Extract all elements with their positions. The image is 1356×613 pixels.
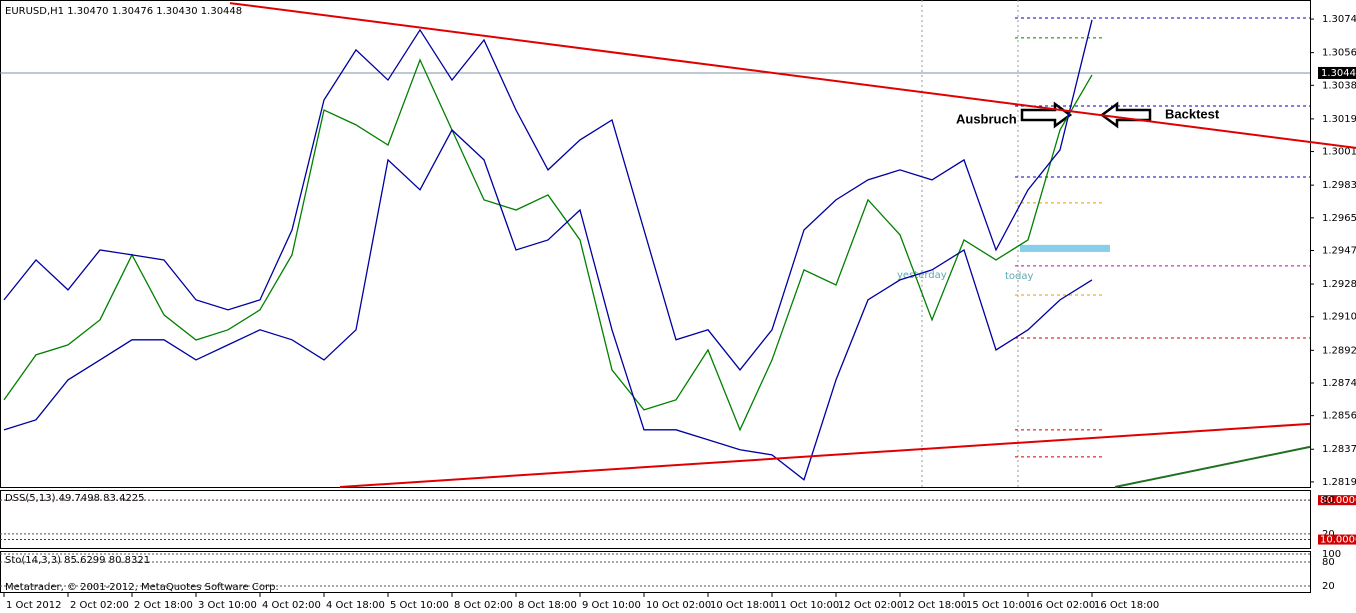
- x-tick-label: 9 Oct 10:00: [582, 600, 641, 611]
- indicator-tick-label: 80: [1322, 557, 1335, 568]
- indicator-tick-label: 20: [1322, 581, 1335, 592]
- x-tick-label: 16 Oct 02:00: [1030, 600, 1095, 611]
- y-tick-label: 1.29650: [1322, 213, 1356, 224]
- x-tick-label: 2 Oct 18:00: [134, 600, 193, 611]
- x-tick-label: 12 Oct 18:00: [902, 600, 967, 611]
- x-tick-label: 8 Oct 18:00: [518, 600, 577, 611]
- y-tick-label: 1.29285: [1322, 279, 1356, 290]
- annotation: Ausbruch: [956, 111, 1017, 126]
- series-line: [3, 128, 1093, 481]
- indicator-label: Sto(14,3,3) 85.6299 80.8321: [5, 555, 150, 566]
- y-tick-label: 1.29830: [1322, 180, 1356, 191]
- series-line: [3, 58, 1093, 432]
- indicator-tick-label: 100: [1322, 549, 1341, 560]
- last-price-box: [1318, 66, 1356, 79]
- y-tick-label: 1.28375: [1322, 444, 1356, 455]
- indicator-label-box: [1318, 534, 1356, 545]
- x-tick-label: 10 Oct 02:00: [646, 600, 711, 611]
- x-tick-label: 4 Oct 18:00: [326, 600, 385, 611]
- zone: [1020, 244, 1110, 252]
- annotation: today: [1005, 271, 1034, 282]
- indicator-tick-label: 20: [1322, 529, 1335, 540]
- x-tick-label: 16 Oct 18:00: [1094, 600, 1159, 611]
- indicator-label: DSS(5,13) 49.7498 83.4225: [5, 493, 145, 504]
- main-pane: [0, 0, 1311, 488]
- y-tick-label: 1.30015: [1322, 147, 1356, 158]
- indicator-tick-label: 80.0000: [1320, 495, 1356, 506]
- y-tick-label: 1.28920: [1322, 345, 1356, 356]
- y-tick-label: 1.28740: [1322, 378, 1356, 389]
- trendline: [229, 2, 1356, 149]
- y-tick-label: 1.30560: [1322, 48, 1356, 59]
- x-tick-label: 12 Oct 02:00: [838, 600, 903, 611]
- x-tick-label: 15 Oct 10:00: [966, 600, 1031, 611]
- chart-title: EURUSD,H1 1.30470 1.30476 1.30430 1.3044…: [5, 6, 242, 17]
- y-tick-label: 1.30745: [1322, 14, 1356, 25]
- trendline: [1114, 445, 1311, 488]
- annotation: yesterday: [897, 270, 947, 281]
- indicator-label-box: [1318, 495, 1356, 506]
- last-price-label: 1.30448: [1321, 68, 1356, 79]
- y-tick-label: 1.29470: [1322, 245, 1356, 256]
- y-tick-label: 1.28195: [1322, 477, 1356, 488]
- x-tick-label: 5 Oct 10:00: [390, 600, 449, 611]
- y-tick-label: 1.30380: [1322, 80, 1356, 91]
- x-tick-label: 8 Oct 02:00: [454, 600, 513, 611]
- annotation: Backtest: [1165, 106, 1220, 121]
- y-tick-label: 1.28560: [1322, 411, 1356, 422]
- y-tick-label: 1.29105: [1322, 312, 1356, 323]
- indicator-tick-label: 80: [1322, 495, 1335, 506]
- x-tick-label: 2 Oct 02:00: [70, 600, 129, 611]
- x-tick-label: 11 Oct 10:00: [774, 600, 839, 611]
- copyright: Metatrader, © 2001-2012, MetaQuotes Soft…: [5, 582, 279, 593]
- x-tick-label: 4 Oct 02:00: [262, 600, 321, 611]
- x-tick-label: 3 Oct 10:00: [198, 600, 257, 611]
- x-tick-label: 1 Oct 2012: [6, 600, 61, 611]
- indicator-tick-label: 10.0000: [1320, 535, 1356, 546]
- series-line: [3, 19, 1093, 371]
- x-tick-label: 10 Oct 18:00: [710, 600, 775, 611]
- trendline: [339, 422, 1311, 488]
- y-tick-label: 1.30195: [1322, 114, 1356, 125]
